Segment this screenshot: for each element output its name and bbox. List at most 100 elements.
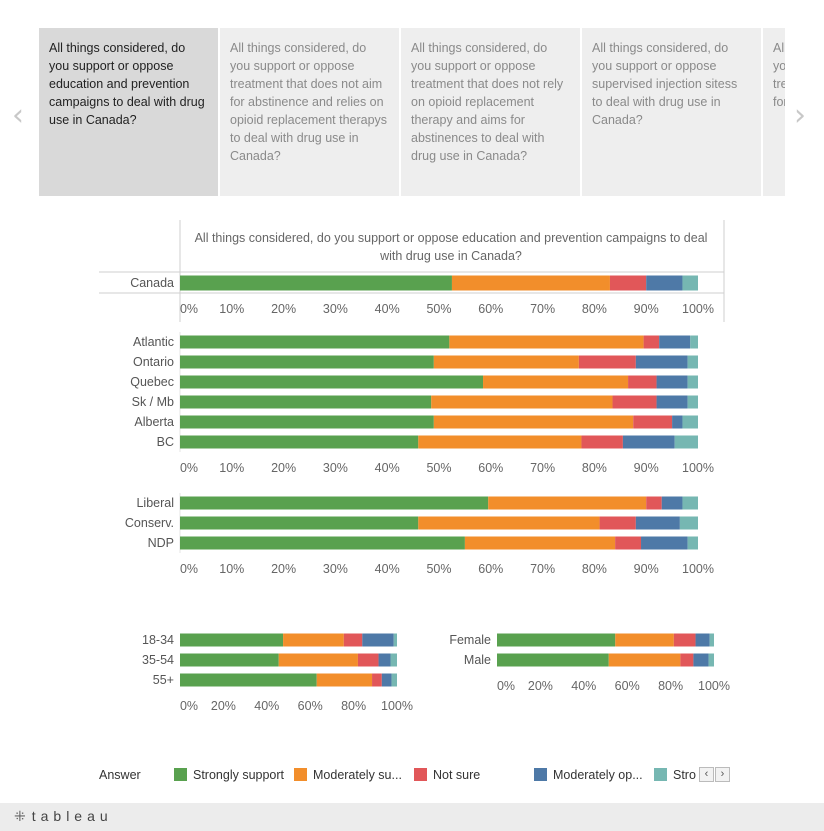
- question-carousel: All things considered, do you support or…: [39, 28, 785, 196]
- footer-toolbar: ⁜ tableau: [0, 803, 824, 831]
- bar-ndp-strongly-support: [180, 536, 465, 550]
- tick-label-party-40: 40%: [375, 562, 400, 576]
- tableau-logo-icon: ⁜: [14, 808, 26, 824]
- tick-label-region-90: 90%: [634, 461, 659, 475]
- tick-label-gender-0: 0%: [497, 679, 515, 693]
- bar-bc-not-sure: [581, 435, 623, 449]
- tick-label-gender-40: 40%: [571, 679, 596, 693]
- bar-sk-mb-strongly-oppose: [687, 395, 698, 409]
- tick-label-age-100: 100%: [381, 699, 413, 713]
- tick-label-region-50: 50%: [426, 461, 451, 475]
- tick-label-region-80: 80%: [582, 461, 607, 475]
- bar-atlantic-strongly-support: [180, 335, 450, 349]
- slide-3[interactable]: All things considered, do you support or…: [401, 28, 580, 196]
- bar-55-not-sure: [372, 673, 382, 687]
- bar-conserv-strongly-oppose: [679, 516, 698, 530]
- category-label-ontario: Ontario: [133, 355, 174, 369]
- bar-liberal-strongly-support: [180, 496, 489, 510]
- bar-bc-moderately-support: [418, 435, 582, 449]
- carousel-prev-arrow-icon[interactable]: ‹: [12, 98, 24, 133]
- bar-bc-strongly-support: [180, 435, 419, 449]
- legend-swatch: [534, 768, 547, 781]
- category-label-alberta: Alberta: [134, 415, 174, 429]
- bar-ontario-strongly-support: [180, 355, 434, 369]
- bar-55-moderately-oppose: [381, 673, 392, 687]
- bar-ontario-strongly-oppose: [687, 355, 698, 369]
- bar-35-54-not-sure: [357, 653, 379, 667]
- legend-title: Answer: [99, 768, 141, 782]
- tick-label-party-90: 90%: [634, 562, 659, 576]
- tick-label-party-0: 0%: [180, 562, 198, 576]
- bar-conserv-moderately-support: [418, 516, 600, 530]
- tick-label-party-20: 20%: [271, 562, 296, 576]
- category-label-conserv: Conserv.: [125, 516, 174, 530]
- bar-bc-strongly-oppose: [674, 435, 698, 449]
- tick-label-party-50: 50%: [426, 562, 451, 576]
- bar-quebec-strongly-support: [180, 375, 484, 389]
- tick-label-region-20: 20%: [271, 461, 296, 475]
- bar-18-34-strongly-support: [180, 633, 284, 647]
- bar-male-strongly-support: [497, 653, 609, 667]
- tick-label-age-40: 40%: [254, 699, 279, 713]
- legend-item-not-sure[interactable]: Not sure: [414, 768, 480, 782]
- stacked-bar-chart: Canada 0% 10% 20% 30% 40% 50% 60% 70% 80% 90% 100% A…: [99, 220, 730, 713]
- tick-label-party-30: 30%: [323, 562, 348, 576]
- bar-sk-mb-not-sure: [612, 395, 657, 409]
- legend-label: Not sure: [433, 768, 481, 782]
- bar-55-strongly-oppose: [391, 673, 397, 687]
- bar-quebec-strongly-oppose: [687, 375, 698, 389]
- bar-female-not-sure: [673, 633, 696, 647]
- bar-female-moderately-support: [615, 633, 674, 647]
- bar-sk-mb-strongly-support: [180, 395, 432, 409]
- bar-male-moderately-oppose: [693, 653, 709, 667]
- bar-ontario-not-sure: [578, 355, 636, 369]
- legend-label: Moderately su...: [313, 768, 402, 782]
- bar-liberal-moderately-oppose: [661, 496, 683, 510]
- bar-male-not-sure: [680, 653, 694, 667]
- carousel-next-arrow-icon[interactable]: ›: [794, 98, 806, 133]
- slide-4[interactable]: All things considered, do you support or…: [582, 28, 761, 196]
- bar-ndp-moderately-support: [464, 536, 616, 550]
- tick-label-canada-20: 20%: [271, 302, 296, 316]
- bar-ndp-not-sure: [615, 536, 642, 550]
- category-label-ndp: NDP: [148, 536, 174, 550]
- tick-label-canada-80: 80%: [582, 302, 607, 316]
- slide-text: All things considered, do you support or…: [411, 41, 564, 163]
- tick-label-age-0: 0%: [180, 699, 198, 713]
- tick-label-party-70: 70%: [530, 562, 555, 576]
- category-label-35-54: 35-54: [142, 653, 174, 667]
- bar-alberta-moderately-oppose: [672, 415, 683, 429]
- legend-scroll-left-icon[interactable]: ‹: [699, 767, 714, 782]
- tick-label-canada-50: 50%: [426, 302, 451, 316]
- bar-canada-not-sure: [609, 275, 647, 291]
- tick-label-gender-80: 80%: [658, 679, 683, 693]
- bar-18-34-not-sure: [343, 633, 363, 647]
- tableau-logo[interactable]: ⁜ tableau: [14, 808, 113, 825]
- bar-35-54-moderately-support: [278, 653, 358, 667]
- legend-swatch: [654, 768, 667, 781]
- bar-quebec-moderately-support: [483, 375, 629, 389]
- bar-atlantic-strongly-oppose: [690, 335, 698, 349]
- legend: Answer Strongly support Moderately su...…: [99, 767, 789, 785]
- tick-label-gender-60: 60%: [615, 679, 640, 693]
- tick-label-region-40: 40%: [375, 461, 400, 475]
- category-label-male: Male: [464, 653, 491, 667]
- legend-swatch: [294, 768, 307, 781]
- bar-female-moderately-oppose: [695, 633, 710, 647]
- legend-item-strongly-support[interactable]: Strongly support: [174, 768, 284, 782]
- legend-item-strongly-oppose[interactable]: Stro: [654, 768, 702, 782]
- legend-scroll-right-icon[interactable]: ›: [715, 767, 730, 782]
- tick-label-party-80: 80%: [582, 562, 607, 576]
- bar-ontario-moderately-support: [433, 355, 579, 369]
- legend-item-moderately-oppose[interactable]: Moderately op...: [534, 768, 649, 782]
- bar-sk-mb-moderately-support: [431, 395, 613, 409]
- tick-label-region-60: 60%: [478, 461, 503, 475]
- category-label-55: 55+: [153, 673, 174, 687]
- category-label-liberal: Liberal: [136, 496, 174, 510]
- slide-1[interactable]: All things considered, do you support or…: [39, 28, 218, 196]
- bar-bc-moderately-oppose: [622, 435, 675, 449]
- bar-liberal-strongly-oppose: [682, 496, 698, 510]
- legend-item-moderately-support[interactable]: Moderately su...: [294, 768, 406, 782]
- slide-5[interactable]: All things considered, do you support or…: [763, 28, 785, 196]
- slide-2[interactable]: All things considered, do you support or…: [220, 28, 399, 196]
